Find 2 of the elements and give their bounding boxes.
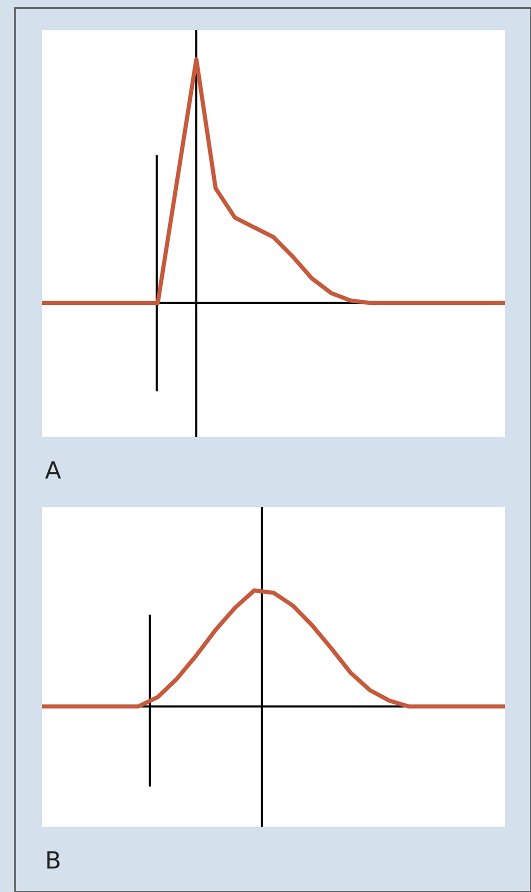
text: A xyxy=(45,461,61,479)
text: B xyxy=(47,851,60,869)
